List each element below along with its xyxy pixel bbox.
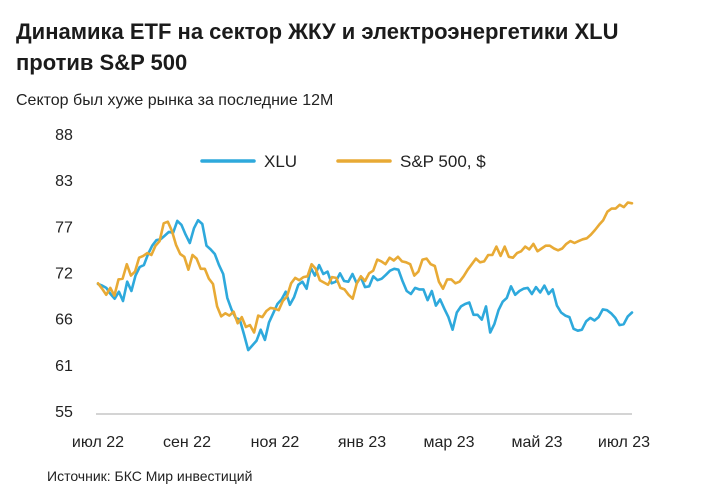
y-tick-label: 83	[55, 173, 73, 190]
source-note: Источник: БКС Мир инвестиций	[47, 468, 253, 484]
y-tick-label: 77	[55, 219, 73, 236]
x-axis: июл 22 сен 22 ноя 22 янв 23 мар 23 май 23 июл …	[72, 434, 650, 451]
y-tick-label: 66	[55, 312, 73, 329]
x-tick-label: мар 23	[423, 434, 474, 451]
x-tick-label: сен 22	[163, 434, 211, 451]
series-line-xlu	[96, 218, 634, 352]
x-tick-label: янв 23	[338, 434, 386, 451]
legend-label: XLU	[264, 152, 297, 171]
legend-label: S&P 500, $	[400, 152, 486, 171]
x-tick-label: июл 22	[72, 434, 124, 451]
x-tick-label: июл 23	[598, 434, 650, 451]
series-line-sp500	[96, 201, 634, 334]
x-tick-label: май 23	[511, 434, 562, 451]
x-tick-label: ноя 22	[251, 434, 300, 451]
y-tick-label: 55	[55, 404, 73, 421]
chart-subtitle: Сектор был хуже рынка за последние 12М	[16, 92, 334, 109]
series-lines	[96, 201, 634, 352]
y-tick-label: 88	[55, 127, 73, 144]
legend: XLU S&P 500, $	[200, 152, 486, 171]
y-tick-label: 61	[55, 358, 73, 375]
y-axis: 88 83 77 72 66 61 55	[55, 127, 73, 421]
chart-title: Динамика ETF на сектор ЖКУ и электроэнер…	[16, 19, 619, 75]
y-tick-label: 72	[55, 266, 73, 283]
